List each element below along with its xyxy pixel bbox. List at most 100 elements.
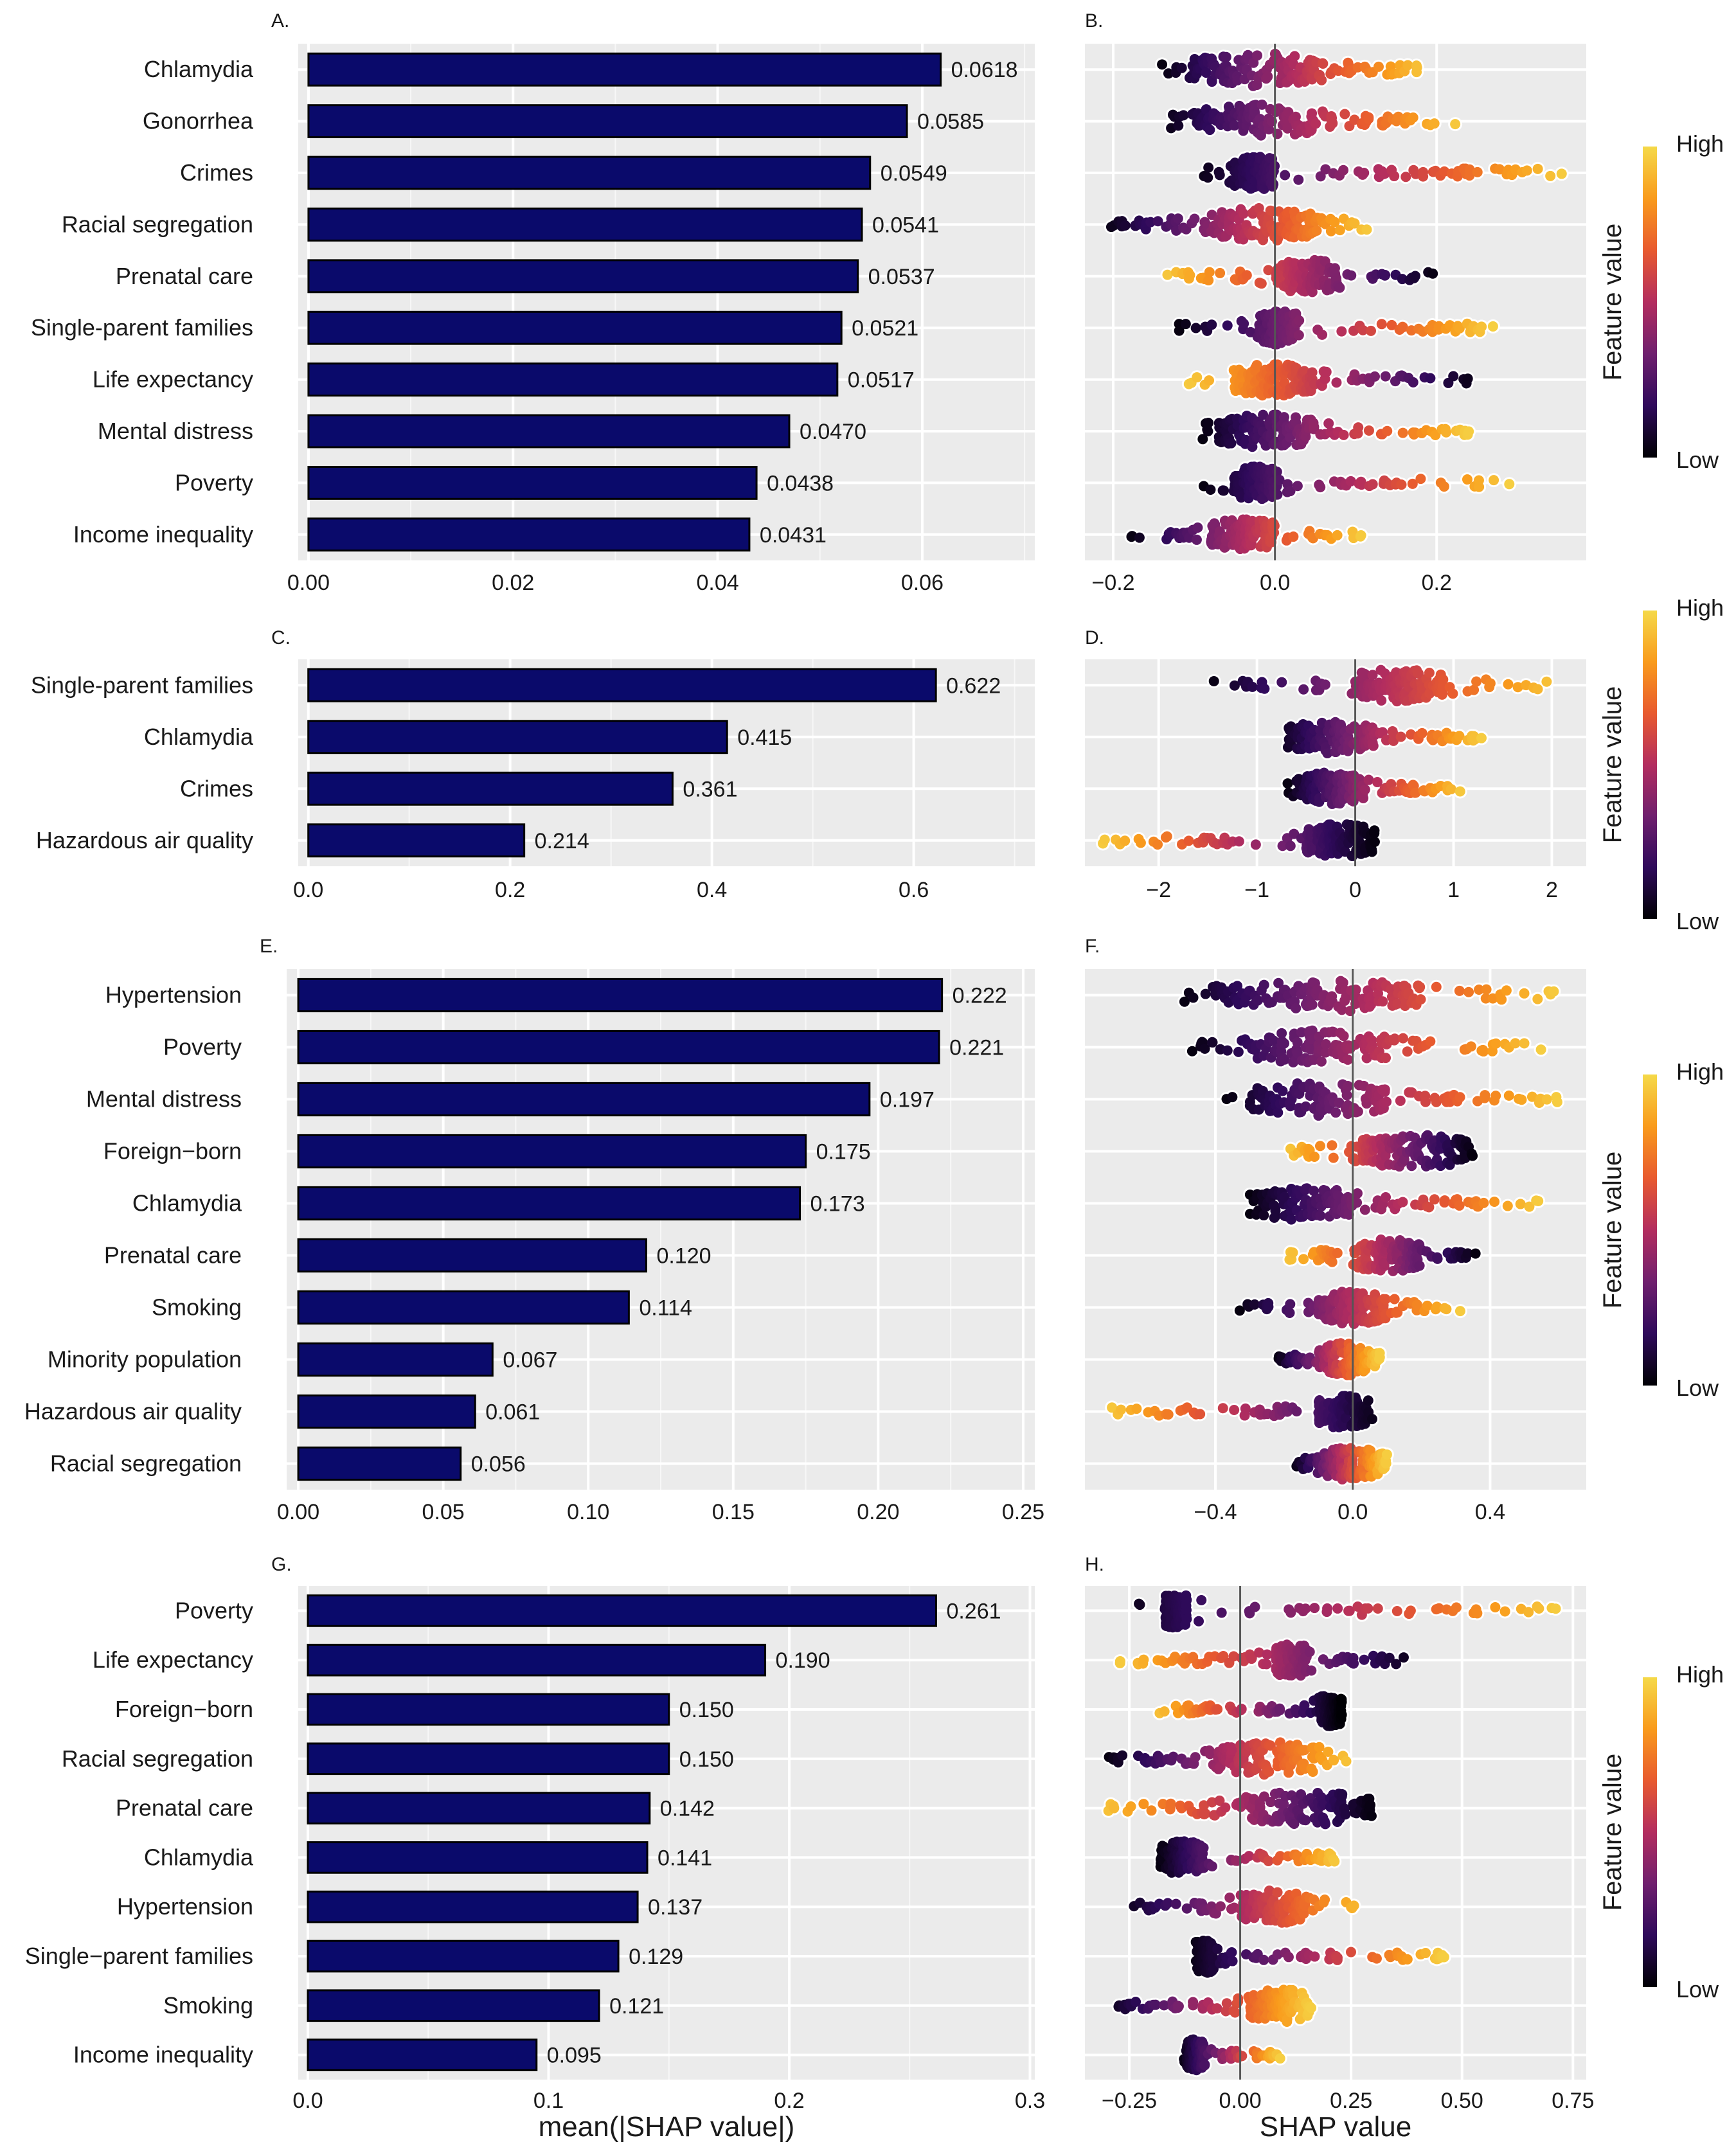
panel-label: F.: [1085, 936, 1100, 957]
point: [1342, 1054, 1353, 1065]
point: [1465, 1041, 1476, 1052]
point: [1293, 330, 1304, 341]
point: [1376, 319, 1387, 330]
bar-value-label: 0.067: [503, 1348, 557, 1373]
point: [1222, 320, 1233, 331]
point: [1162, 269, 1173, 280]
y-tick-label: Prenatal care: [104, 1242, 242, 1269]
point: [1395, 731, 1406, 742]
bar: [297, 1134, 807, 1169]
point: [1293, 174, 1304, 185]
point: [1320, 679, 1330, 690]
point: [1369, 371, 1380, 382]
panel-label: D.: [1085, 627, 1104, 648]
point: [1179, 996, 1190, 1007]
point: [1408, 377, 1418, 388]
point: [1180, 319, 1191, 330]
point: [1381, 1053, 1391, 1064]
point: [1450, 119, 1461, 130]
point: [1369, 825, 1380, 836]
point: [1238, 208, 1249, 219]
point: [1325, 226, 1336, 236]
y-tick-label: Hazardous air quality: [24, 1398, 242, 1425]
x-tick-label: 0.02: [492, 571, 534, 595]
point: [1476, 733, 1487, 744]
point: [1382, 425, 1393, 436]
point: [1471, 676, 1482, 687]
point: [1289, 51, 1300, 62]
point: [1380, 371, 1391, 382]
point: [1317, 329, 1328, 340]
bar-value-label: 0.0537: [868, 265, 935, 289]
point: [1315, 482, 1326, 493]
point: [1429, 118, 1440, 129]
point: [1316, 1056, 1327, 1067]
x-tick-label: −0.2: [1091, 571, 1134, 595]
point: [1373, 61, 1384, 72]
point: [1185, 270, 1195, 281]
bar-value-label: 0.120: [656, 1244, 711, 1269]
point: [1207, 1037, 1218, 1048]
point: [1369, 837, 1380, 848]
point: [1203, 172, 1213, 183]
point: [1389, 171, 1400, 182]
point: [1541, 676, 1552, 687]
point: [1338, 1031, 1349, 1042]
point: [1504, 479, 1515, 490]
y-tick-label: Single-parent families: [31, 672, 253, 698]
point: [1556, 168, 1567, 179]
point: [1258, 979, 1269, 990]
point: [1221, 51, 1231, 62]
point: [1279, 1038, 1290, 1049]
bar-value-label: 0.0470: [800, 420, 866, 444]
point: [1338, 429, 1349, 440]
point: [1307, 999, 1318, 1010]
x-tick-label: 0.0: [1338, 1500, 1368, 1524]
point: [1257, 99, 1267, 110]
point: [1292, 481, 1303, 492]
point: [1463, 426, 1474, 437]
point: [1272, 489, 1283, 500]
point: [1219, 485, 1230, 496]
point: [1487, 321, 1498, 332]
point: [1415, 474, 1426, 485]
y-tick-label: Racial segregation: [50, 1450, 242, 1477]
point: [1226, 438, 1237, 449]
point: [1331, 377, 1342, 388]
bar: [307, 259, 859, 294]
point: [1377, 996, 1388, 1007]
point: [1283, 107, 1294, 118]
x-tick-label: 0.04: [696, 571, 738, 595]
point: [1276, 677, 1287, 688]
point: [1135, 837, 1146, 848]
point: [1192, 522, 1203, 533]
point: [1532, 684, 1543, 695]
x-tick-label: 0.6: [899, 878, 929, 902]
point: [1496, 994, 1507, 1005]
bar: [307, 414, 791, 449]
point: [1359, 784, 1370, 795]
y-tick-label: Foreign−born: [103, 1138, 242, 1164]
bar: [307, 362, 839, 397]
point: [1204, 375, 1215, 386]
x-tick-label: −0.4: [1194, 1500, 1237, 1524]
x-tick-label: 0.4: [1475, 1500, 1505, 1524]
x-tick-label: 0.4: [697, 878, 727, 902]
point: [1438, 481, 1449, 492]
x-tick-label: 0.10: [567, 1500, 609, 1524]
point: [1411, 62, 1422, 73]
bar-value-label: 0.114: [639, 1296, 692, 1321]
point: [1178, 110, 1189, 121]
bar-value-label: 0.0585: [917, 110, 984, 134]
point: [1278, 412, 1289, 423]
point: [1441, 427, 1452, 438]
x-tick-label: 0.05: [422, 1500, 465, 1524]
point: [1409, 271, 1420, 281]
point: [1157, 59, 1168, 70]
x-tick-label: 0.00: [277, 1500, 319, 1524]
y-tick-label: Chlamydia: [144, 56, 254, 82]
point: [1489, 475, 1499, 486]
point: [1189, 213, 1200, 224]
y-tick-label: Mental distress: [98, 418, 253, 444]
